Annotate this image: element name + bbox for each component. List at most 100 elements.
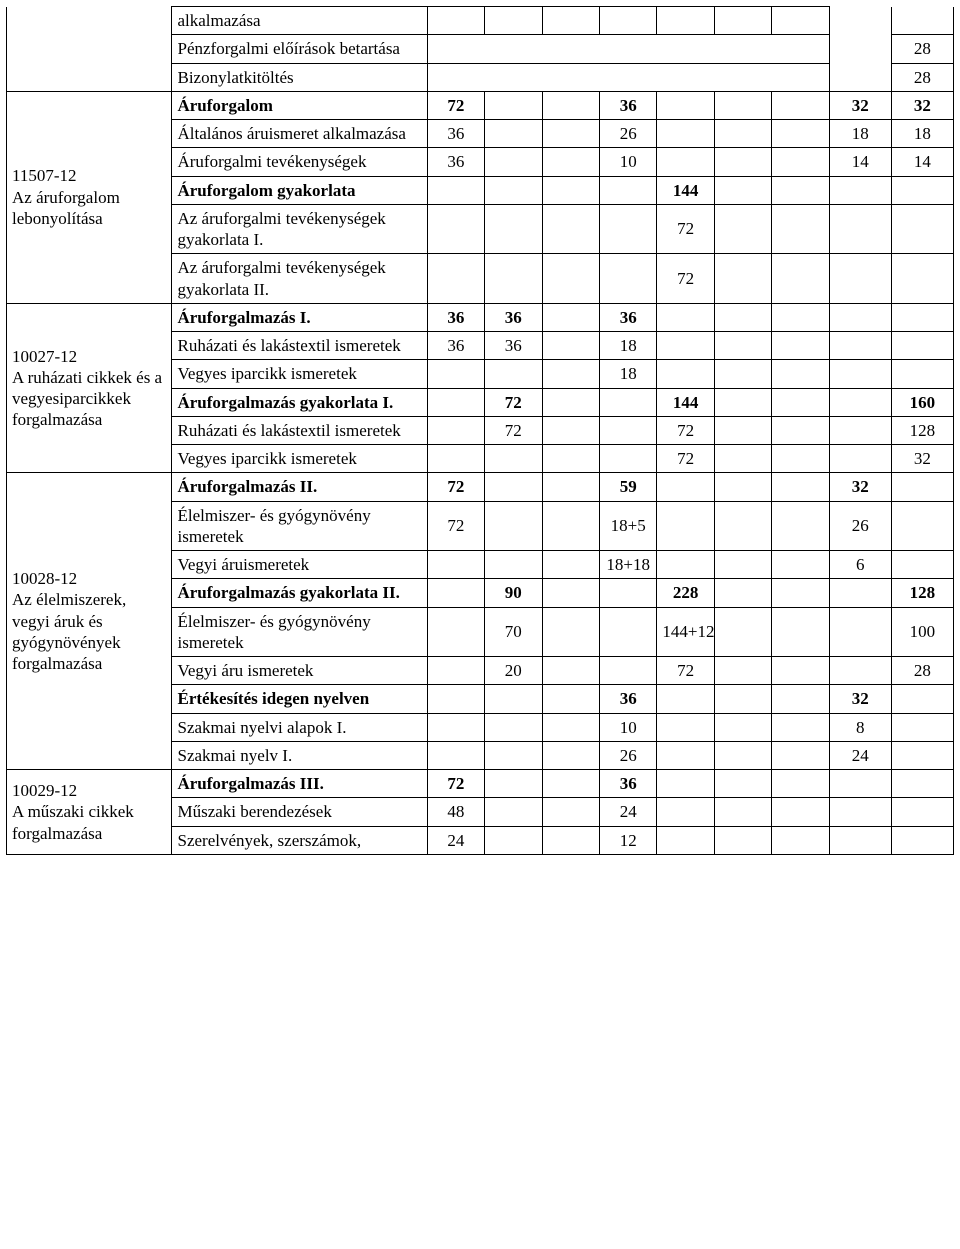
module-cell: 11507-12 Az áruforgalom lebonyolítása xyxy=(7,91,172,303)
c2: 72 xyxy=(485,388,542,416)
c4 xyxy=(599,7,656,35)
c4 xyxy=(599,254,656,304)
subject-cell: Áruforgalmi tevékenységek xyxy=(172,148,427,176)
subject-cell: Általános áruismeret alkalmazása xyxy=(172,120,427,148)
c3 xyxy=(542,332,599,360)
c3 xyxy=(542,713,599,741)
c2: 70 xyxy=(485,607,542,657)
c6 xyxy=(714,120,771,148)
table-row: 10027-12 A ruházati cikkek és a vegyesip… xyxy=(7,303,954,331)
c9 xyxy=(891,826,953,854)
c3 xyxy=(542,445,599,473)
c9 xyxy=(891,798,953,826)
c4: 36 xyxy=(599,91,656,119)
module-cell: 10027-12 A ruházati cikkek és a vegyesip… xyxy=(7,303,172,473)
c7 xyxy=(772,332,829,360)
c8: 24 xyxy=(829,741,891,769)
module-title: A műszaki cikkek forgalmazása xyxy=(12,802,134,842)
c1: 48 xyxy=(427,798,484,826)
c2 xyxy=(485,770,542,798)
c2 xyxy=(485,204,542,254)
c7 xyxy=(772,501,829,551)
c6 xyxy=(714,332,771,360)
c4: 10 xyxy=(599,148,656,176)
c8 xyxy=(829,607,891,657)
c2 xyxy=(485,148,542,176)
c2 xyxy=(485,120,542,148)
c8 xyxy=(829,254,891,304)
c7 xyxy=(772,176,829,204)
c8 xyxy=(829,332,891,360)
subject-cell: Szakmai nyelv I. xyxy=(172,741,427,769)
c7 xyxy=(772,416,829,444)
c6 xyxy=(714,770,771,798)
table-row: 11507-12 Az áruforgalom lebonyolítása Ár… xyxy=(7,91,954,119)
c1: 24 xyxy=(427,826,484,854)
c2 xyxy=(485,473,542,501)
c2 xyxy=(485,176,542,204)
c1 xyxy=(427,607,484,657)
c5: 228 xyxy=(657,579,714,607)
c9: 32 xyxy=(891,445,953,473)
c8 xyxy=(829,176,891,204)
c4: 26 xyxy=(599,741,656,769)
subject-cell: Vegyes iparcikk ismeretek xyxy=(172,445,427,473)
c4 xyxy=(599,388,656,416)
table-row: Pénzforgalmi előírások betartása 28 xyxy=(7,35,954,63)
c4: 36 xyxy=(599,770,656,798)
c3 xyxy=(542,91,599,119)
c1 xyxy=(427,713,484,741)
c5: 144 xyxy=(657,388,714,416)
c8 xyxy=(829,657,891,685)
c8 xyxy=(829,388,891,416)
c7 xyxy=(772,657,829,685)
c6 xyxy=(714,445,771,473)
c1 xyxy=(427,551,484,579)
c7 xyxy=(772,741,829,769)
c6 xyxy=(714,501,771,551)
module-cell: 10028-12 Az élelmiszerek, vegyi áruk és … xyxy=(7,473,172,770)
c8: 32 xyxy=(829,473,891,501)
c9 xyxy=(891,303,953,331)
c3 xyxy=(542,416,599,444)
c2 xyxy=(485,91,542,119)
subject-cell: Szerelvények, szerszámok, xyxy=(172,826,427,854)
c4 xyxy=(599,607,656,657)
c7 xyxy=(772,826,829,854)
subject-cell: Értékesítés idegen nyelven xyxy=(172,685,427,713)
c1 xyxy=(427,176,484,204)
c1 xyxy=(427,204,484,254)
c3 xyxy=(542,473,599,501)
c9 xyxy=(891,332,953,360)
subject-cell: Áruforgalom gyakorlata xyxy=(172,176,427,204)
c6 xyxy=(714,473,771,501)
c9: 28 xyxy=(891,35,953,63)
cells-blank xyxy=(427,63,829,91)
subject-cell: Élelmiszer- és gyógynövény ismeretek xyxy=(172,607,427,657)
c8 xyxy=(829,798,891,826)
c4: 36 xyxy=(599,303,656,331)
c7 xyxy=(772,713,829,741)
c3 xyxy=(542,798,599,826)
c9 xyxy=(891,551,953,579)
c5: 72 xyxy=(657,416,714,444)
c6 xyxy=(714,388,771,416)
c5: 72 xyxy=(657,445,714,473)
c3 xyxy=(542,685,599,713)
c1: 72 xyxy=(427,473,484,501)
c1: 36 xyxy=(427,332,484,360)
c1: 36 xyxy=(427,303,484,331)
subject-cell: Műszaki berendezések xyxy=(172,798,427,826)
c2: 20 xyxy=(485,657,542,685)
c7 xyxy=(772,148,829,176)
c6 xyxy=(714,148,771,176)
c8 xyxy=(829,416,891,444)
c8: 32 xyxy=(829,91,891,119)
c4 xyxy=(599,176,656,204)
subject-cell: Áruforgalmazás III. xyxy=(172,770,427,798)
c8 xyxy=(829,204,891,254)
c1: 36 xyxy=(427,120,484,148)
c9: 28 xyxy=(891,63,953,91)
c3 xyxy=(542,388,599,416)
c8 xyxy=(829,303,891,331)
